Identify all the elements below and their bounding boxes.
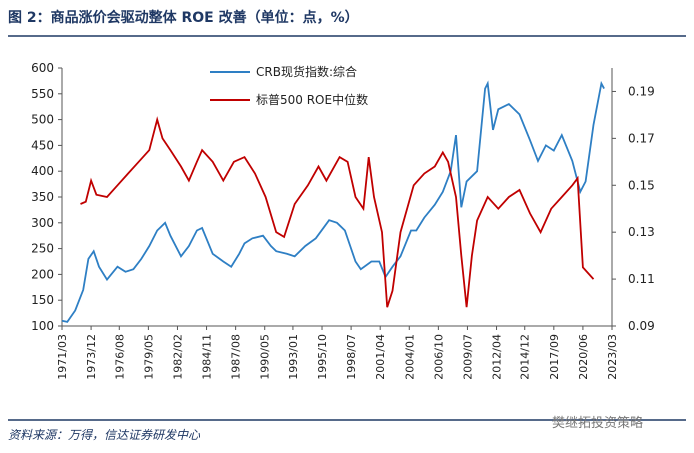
x-tick-label: 2006/10 <box>432 334 445 380</box>
y-tick-label: 600 <box>31 61 54 75</box>
y-tick-label: 500 <box>31 113 54 127</box>
y-tick-label: 550 <box>31 87 54 101</box>
chart-title: 图 2：商品涨价会驱动整体 ROE 改善（单位：点，%） <box>8 9 359 26</box>
y2-tick-label: 0.19 <box>628 84 655 98</box>
x-tick-label: 1987/08 <box>230 334 243 380</box>
y2-tick-label: 0.13 <box>628 225 655 239</box>
source: 资料来源：万得，信达证券研发中心 <box>8 428 201 442</box>
series-line <box>61 80 605 323</box>
x-tick-label: 1998/07 <box>345 334 358 380</box>
x-tick-label: 1971/03 <box>56 334 69 380</box>
y-tick-label: 100 <box>31 319 54 333</box>
y2-tick-label: 0.09 <box>628 319 655 333</box>
watermark: 樊继拓投资策略 <box>552 415 643 431</box>
y-tick-label: 250 <box>31 242 54 256</box>
x-tick-label: 1990/05 <box>259 334 272 380</box>
y2-tick-label: 0.15 <box>628 178 655 192</box>
y2-tick-label: 0.11 <box>628 272 655 286</box>
x-tick-label: 1976/08 <box>113 334 126 380</box>
x-tick-label: 2004/01 <box>403 334 416 380</box>
y-tick-label: 400 <box>31 164 54 178</box>
y-tick-label: 350 <box>31 190 54 204</box>
x-tick-label: 1982/02 <box>171 334 184 380</box>
x-tick-label: 1995/10 <box>316 334 329 380</box>
x-tick-label: 2023/03 <box>606 334 619 380</box>
y2-tick-label: 0.17 <box>628 131 655 145</box>
x-tick-label: 2009/07 <box>461 334 474 380</box>
y-tick-label: 300 <box>31 216 54 230</box>
x-tick-label: 2012/04 <box>491 334 504 380</box>
x-tick-label: 1979/05 <box>142 334 155 380</box>
y-tick-label: 150 <box>31 293 54 307</box>
x-tick-label: 1973/12 <box>85 334 98 380</box>
legend-label: 标普500 ROE中位数 <box>256 92 368 107</box>
x-tick-label: 2017/09 <box>548 334 561 380</box>
series-line <box>80 116 595 308</box>
x-tick-label: 2001/04 <box>374 334 387 380</box>
y-tick-label: 200 <box>31 267 54 281</box>
x-tick-label: 1984/11 <box>201 334 214 380</box>
x-tick-label: 2014/12 <box>519 334 532 380</box>
y-tick-label: 450 <box>31 138 54 152</box>
x-tick-label: 2020/06 <box>577 334 590 380</box>
legend-label: CRB现货指数:综合 <box>256 64 357 79</box>
x-tick-label: 1993/01 <box>287 334 300 380</box>
